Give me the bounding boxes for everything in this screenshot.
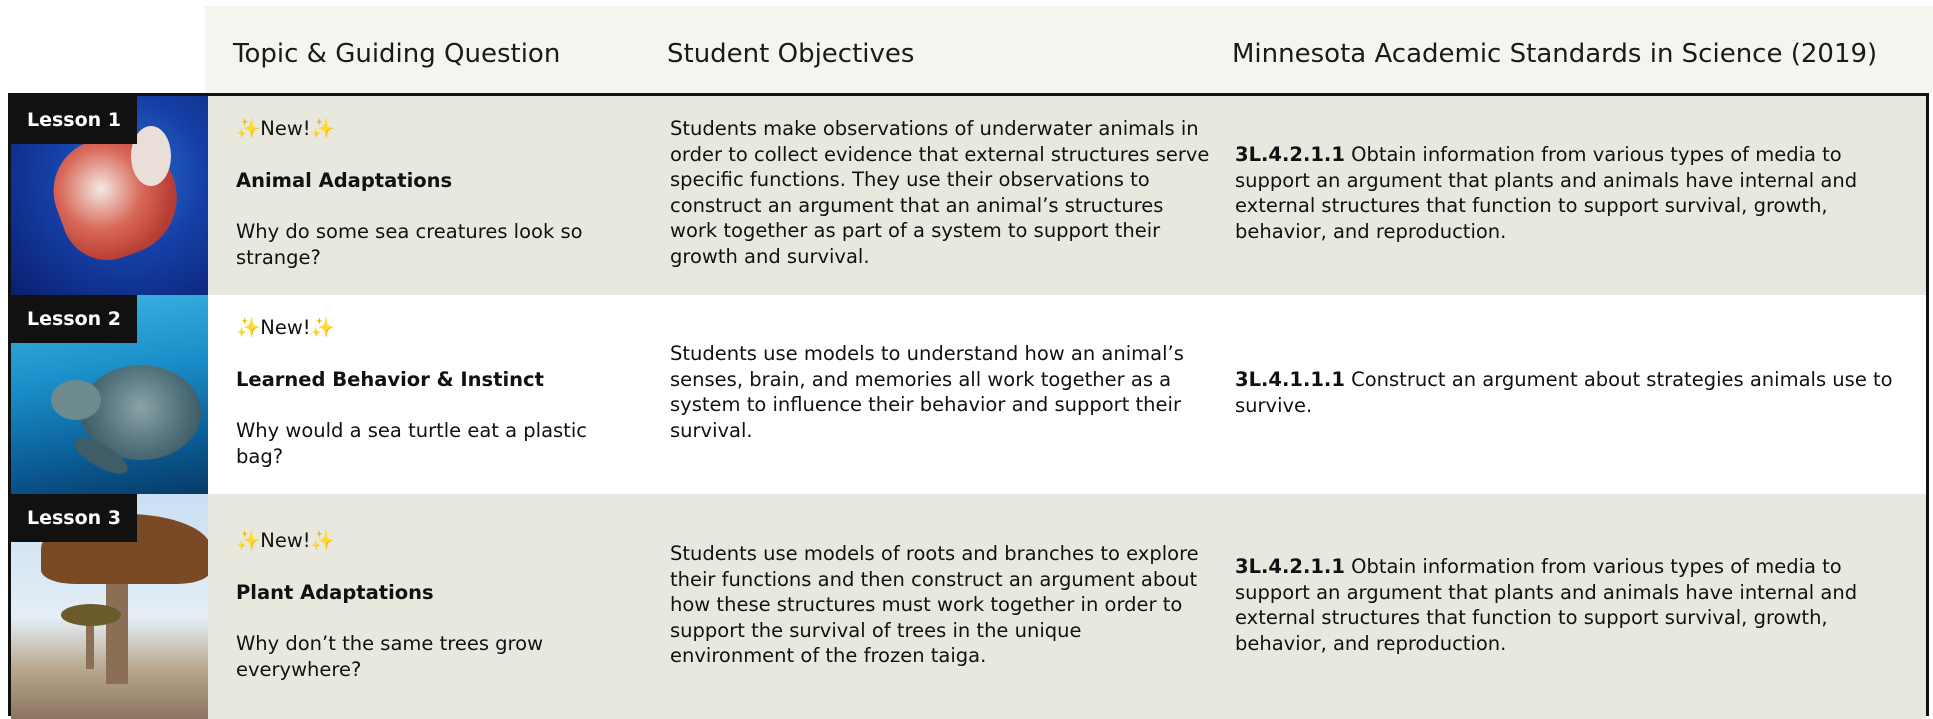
standard-text: Obtain information from various types of… <box>1235 143 1858 243</box>
new-badge: ✨New!✨ <box>236 529 335 552</box>
standards-cell: 3L.4.2.1.1 Obtain information from vario… <box>1235 554 1915 656</box>
standard-text: Obtain information from various types of… <box>1235 555 1858 655</box>
column-header: Student Objectives <box>667 39 915 69</box>
lesson-label: Lesson 2 <box>11 295 138 343</box>
lesson-image: Lesson 2 <box>11 295 208 494</box>
guiding-question: Why would a sea turtle eat a plastic bag… <box>236 419 587 468</box>
lesson-image: Lesson 1 <box>11 96 208 295</box>
column-header: Topic & Guiding Question <box>233 39 561 69</box>
lesson-image: Lesson 3 <box>11 494 208 719</box>
standards-cell: 3L.4.1.1.1 Construct an argument about s… <box>1235 367 1915 418</box>
new-badge: ✨New!✨ <box>236 316 335 339</box>
topic-cell: ✨New!✨ Plant Adaptations Why don’t the s… <box>236 528 636 682</box>
topic-cell: ✨New!✨ Animal Adaptations Why do some se… <box>236 116 636 270</box>
lesson-title: Plant Adaptations <box>236 580 434 604</box>
standard-code: 3L.4.2.1.1 <box>1235 555 1345 578</box>
objectives-cell: Students use models to understand how an… <box>670 342 1184 442</box>
topic-cell: ✨New!✨ Learned Behavior & Instinct Why w… <box>236 315 636 469</box>
standards-cell: 3L.4.2.1.1 Obtain information from vario… <box>1235 142 1915 244</box>
lesson-label: Lesson 3 <box>11 494 138 542</box>
lesson-label: Lesson 1 <box>11 96 138 144</box>
standard-text: Construct an argument about strategies a… <box>1235 368 1893 417</box>
lesson-row: Lesson 1 ✨New!✨ Animal Adaptations Why d… <box>11 96 1926 295</box>
column-header: Minnesota Academic Standards in Science … <box>1232 39 1878 69</box>
lesson-row: Lesson 3 ✨New!✨ Plant Adaptations Why do… <box>11 494 1926 719</box>
lesson-title: Animal Adaptations <box>236 168 453 192</box>
standard-code: 3L.4.1.1.1 <box>1235 368 1345 391</box>
lesson-table: Lesson 1 ✨New!✨ Animal Adaptations Why d… <box>8 93 1929 719</box>
lesson-title: Learned Behavior & Instinct <box>236 367 544 391</box>
objectives-cell: Students make observations of underwater… <box>670 117 1210 268</box>
objectives-cell: Students use models of roots and branche… <box>670 542 1199 667</box>
guiding-question: Why don’t the same trees grow everywhere… <box>236 632 544 681</box>
guiding-question: Why do some sea creatures look so strang… <box>236 220 583 269</box>
lesson-row: Lesson 2 ✨New!✨ Learned Behavior & Insti… <box>11 295 1926 494</box>
table-header: Topic & Guiding Question Student Objecti… <box>205 6 1933 93</box>
new-badge: ✨New!✨ <box>236 117 335 140</box>
standard-code: 3L.4.2.1.1 <box>1235 143 1345 166</box>
